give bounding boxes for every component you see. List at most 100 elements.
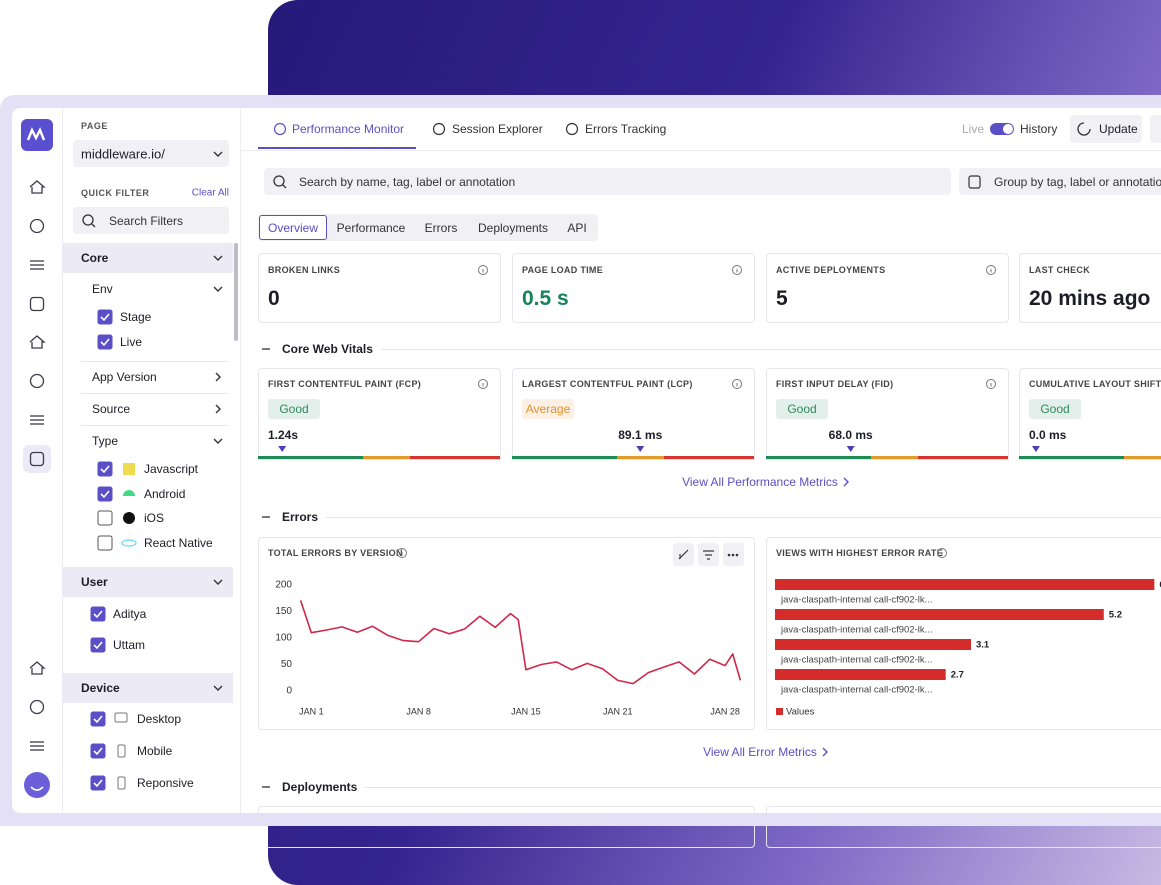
sub-tab[interactable]: Overview bbox=[267, 221, 319, 235]
group-header[interactable] bbox=[63, 567, 233, 597]
stat-card bbox=[1019, 253, 1161, 323]
scale-average bbox=[363, 456, 410, 459]
status-badge bbox=[776, 399, 828, 419]
section-rule bbox=[365, 786, 1161, 788]
app-frame-bottom bbox=[0, 813, 1161, 826]
status-text: Good bbox=[1040, 402, 1070, 416]
vital-card bbox=[512, 368, 755, 460]
vital-value: 68.0 ms bbox=[828, 428, 873, 442]
sub-tab[interactable]: API bbox=[567, 221, 587, 235]
stat-label: LAST CHECK bbox=[1029, 265, 1090, 275]
scale-average bbox=[617, 456, 664, 459]
chart-tool-button[interactable] bbox=[723, 543, 744, 566]
more-button[interactable] bbox=[1150, 115, 1161, 143]
filter-option: Javascript bbox=[144, 462, 199, 476]
search-text: Search by name, tag, label or annotation bbox=[299, 175, 516, 189]
chart-card bbox=[766, 537, 1161, 730]
sub-tab[interactable]: Errors bbox=[424, 221, 458, 235]
divider bbox=[240, 108, 241, 813]
page-select[interactable] bbox=[73, 140, 229, 167]
sub-tab[interactable]: Deployments bbox=[477, 221, 549, 235]
filter-option: Reponsive bbox=[137, 776, 194, 790]
deployment-card bbox=[766, 806, 1161, 848]
stat-card bbox=[512, 253, 755, 323]
section-rule bbox=[380, 348, 1161, 350]
stat-value: 0 bbox=[268, 287, 280, 310]
divider bbox=[62, 108, 63, 813]
clear-all[interactable]: Clear All bbox=[191, 187, 229, 199]
vital-value: 89.1 ms bbox=[618, 428, 663, 442]
scale-poor bbox=[918, 456, 1008, 459]
nav-tab[interactable]: Performance Monitor bbox=[292, 122, 405, 136]
separator bbox=[81, 425, 229, 426]
view-all-link[interactable]: View All Performance Metrics bbox=[682, 475, 838, 489]
chart-card bbox=[258, 537, 755, 730]
chart-title: VIEWS WITH HIGHEST ERROR RATE bbox=[776, 548, 944, 558]
section-title: Core Web Vitals bbox=[282, 342, 373, 356]
toggle-label: History bbox=[1020, 122, 1058, 136]
vital-value: 1.24s bbox=[268, 428, 299, 442]
scale-average bbox=[1124, 456, 1161, 459]
group-title: User bbox=[81, 575, 108, 589]
stat-label: BROKEN LINKS bbox=[268, 265, 341, 275]
scale-poor bbox=[410, 456, 500, 459]
filter-option: Uttam bbox=[113, 638, 146, 652]
scale-poor bbox=[664, 456, 754, 459]
subgroup-title[interactable]: Source bbox=[92, 402, 131, 416]
tab-underline bbox=[258, 147, 416, 149]
subgroup-title[interactable]: Env bbox=[92, 282, 113, 296]
chart-title: TOTAL ERRORS BY VERSION bbox=[268, 548, 403, 558]
scale-good bbox=[512, 456, 617, 459]
chart-tool-button[interactable] bbox=[698, 543, 719, 566]
vital-title: CUMULATIVE LAYOUT SHIFT ( bbox=[1029, 379, 1161, 389]
section-header[interactable]: Deployments bbox=[282, 779, 1161, 795]
section-label: PAGE bbox=[81, 121, 108, 131]
status-text: Good bbox=[787, 402, 817, 416]
subgroup-title[interactable]: Type bbox=[92, 434, 119, 448]
page-bg bbox=[0, 826, 268, 885]
vital-card bbox=[1019, 368, 1161, 460]
filter-option: Android bbox=[144, 487, 186, 501]
nav-tab[interactable]: Errors Tracking bbox=[585, 122, 667, 136]
nav-tab[interactable]: Session Explorer bbox=[452, 122, 543, 136]
filter-search-text: Search Filters bbox=[109, 214, 184, 228]
group-by-text: Group by tag, label or annotation bbox=[994, 175, 1161, 189]
separator bbox=[81, 393, 229, 394]
group-title: Device bbox=[81, 681, 120, 695]
divider bbox=[240, 150, 1161, 151]
filter-option: iOS bbox=[144, 511, 165, 525]
filter-option: Mobile bbox=[137, 744, 173, 758]
filter-option: React Native bbox=[144, 536, 213, 550]
status-badge bbox=[268, 399, 320, 419]
group-header[interactable] bbox=[63, 673, 233, 703]
scrollbar bbox=[234, 243, 238, 341]
section-title: Errors bbox=[282, 510, 319, 524]
sub-tab-active bbox=[259, 215, 327, 240]
subgroup-title[interactable]: App Version bbox=[92, 370, 157, 384]
vital-title: FIRST CONTENTFUL PAINT (FCP) bbox=[268, 379, 422, 389]
toggle-knob bbox=[1003, 124, 1013, 134]
group-header[interactable] bbox=[63, 243, 233, 273]
scale-average bbox=[871, 456, 918, 459]
sub-tab[interactable]: Performance bbox=[336, 221, 406, 235]
stat-card bbox=[258, 253, 501, 323]
group-by[interactable] bbox=[959, 168, 1161, 195]
view-all-link[interactable]: View All Error Metrics bbox=[703, 745, 817, 759]
vital-title: LARGEST CONTENTFUL PAINT (LCP) bbox=[522, 379, 693, 389]
section-header[interactable]: Errors bbox=[282, 509, 1161, 525]
stat-value: 5 bbox=[776, 287, 788, 310]
vital-value: 0.0 ms bbox=[1029, 428, 1067, 442]
status-text: Average bbox=[525, 402, 571, 416]
stat-label: PAGE LOAD TIME bbox=[522, 265, 604, 275]
filter-option: Aditya bbox=[113, 607, 147, 621]
filter-option: Live bbox=[120, 335, 143, 349]
chart-tool-button[interactable] bbox=[673, 543, 694, 566]
section-header[interactable]: Core Web Vitals bbox=[282, 341, 1161, 357]
status-badge bbox=[522, 399, 574, 419]
stat-value: 0.5 s bbox=[522, 287, 569, 310]
search-bar[interactable] bbox=[264, 168, 951, 195]
status-badge bbox=[1029, 399, 1081, 419]
stat-label: ACTIVE DEPLOYMENTS bbox=[776, 265, 886, 275]
scale-good bbox=[258, 456, 363, 459]
filter-search[interactable] bbox=[73, 207, 229, 234]
